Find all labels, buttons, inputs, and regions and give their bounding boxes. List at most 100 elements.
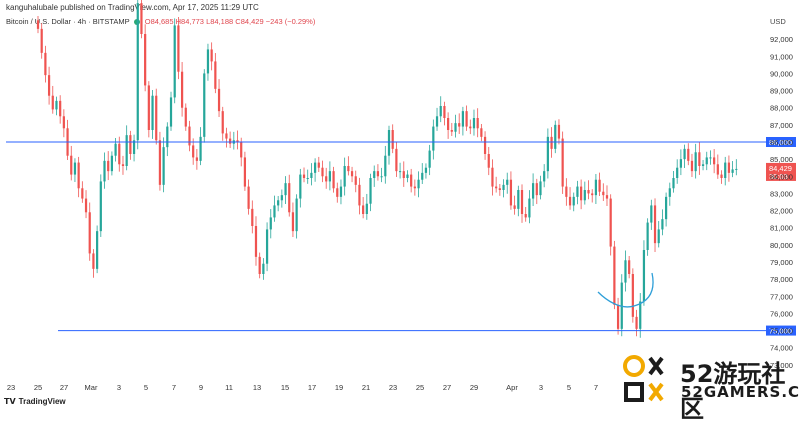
candle-body bbox=[88, 212, 91, 254]
candle-body bbox=[646, 222, 649, 250]
tradingview-logo-text: TradingView bbox=[18, 397, 66, 406]
candle-body bbox=[347, 166, 350, 172]
candle-body bbox=[716, 164, 719, 175]
candle-body bbox=[435, 116, 439, 127]
candle-body bbox=[229, 138, 232, 144]
candle-body bbox=[591, 193, 594, 196]
candle-body bbox=[110, 155, 114, 172]
candle-body bbox=[302, 174, 306, 178]
candle-body bbox=[653, 205, 657, 244]
candle-body bbox=[731, 169, 734, 173]
candle-body bbox=[417, 179, 420, 189]
x-tick-label: 5 bbox=[567, 383, 571, 392]
y-tick-label: 89,000 bbox=[770, 87, 793, 96]
candle-body bbox=[576, 186, 579, 197]
candle-body bbox=[254, 226, 258, 257]
candle-body bbox=[698, 152, 701, 166]
candle-body bbox=[192, 145, 195, 158]
candle-body bbox=[96, 231, 99, 269]
candle-body bbox=[535, 183, 538, 196]
candle-body bbox=[321, 167, 324, 177]
x-tick-label: 13 bbox=[253, 383, 261, 392]
candle-body bbox=[487, 154, 490, 168]
candle-body bbox=[280, 195, 283, 201]
open-value: O84,685 bbox=[144, 17, 174, 26]
candle-body bbox=[240, 142, 243, 158]
candle-body bbox=[557, 124, 561, 139]
candle-body bbox=[439, 106, 442, 117]
x-tick-label: Apr bbox=[506, 383, 518, 392]
candle-body bbox=[469, 126, 472, 129]
candle-body bbox=[265, 229, 269, 264]
candle-body bbox=[118, 143, 121, 165]
candle-body bbox=[73, 162, 77, 175]
candle-body bbox=[317, 162, 320, 168]
candle-body bbox=[84, 198, 88, 213]
candle-body bbox=[354, 176, 357, 185]
y-tick-label: 86,000 bbox=[770, 138, 793, 147]
candle-body bbox=[184, 107, 187, 127]
publish-info: kanguhalubale published on TradingView.c… bbox=[6, 3, 259, 12]
candle-body bbox=[616, 304, 620, 329]
candle-body bbox=[398, 171, 402, 173]
candle-body bbox=[380, 176, 383, 178]
change-value: −243 (−0.29%) bbox=[265, 17, 316, 26]
candle-body bbox=[206, 49, 210, 74]
candle-body bbox=[158, 140, 162, 185]
candle-body bbox=[291, 212, 295, 232]
candle-body bbox=[225, 133, 228, 139]
candle-body bbox=[520, 190, 524, 214]
candle-body bbox=[44, 52, 47, 76]
x-tick-label: 27 bbox=[443, 383, 451, 392]
candle-body bbox=[70, 155, 73, 175]
candle-body bbox=[384, 155, 387, 177]
candle-body bbox=[664, 196, 668, 220]
y-tick-label: 84,000 bbox=[770, 172, 793, 181]
candle-body bbox=[565, 186, 568, 197]
candle-body bbox=[513, 205, 516, 209]
y-tick-label: 77,000 bbox=[770, 292, 793, 301]
candle-body bbox=[391, 130, 394, 149]
candle-body bbox=[210, 49, 213, 62]
candle-body bbox=[343, 166, 346, 187]
candle-body bbox=[144, 34, 147, 86]
candle-body bbox=[166, 126, 169, 148]
candle-body bbox=[155, 95, 158, 141]
y-tick-label: 83,000 bbox=[770, 189, 793, 198]
candle-body bbox=[376, 171, 380, 177]
candle-body bbox=[724, 162, 727, 178]
candle-body bbox=[528, 198, 531, 218]
candle-body bbox=[550, 136, 553, 149]
candle-body bbox=[554, 124, 557, 149]
candle-body bbox=[701, 164, 705, 166]
candle-body bbox=[580, 186, 583, 201]
candle-body bbox=[727, 162, 731, 173]
candle-body bbox=[628, 260, 631, 274]
x-tick-label: 27 bbox=[60, 383, 68, 392]
candle-body bbox=[524, 214, 527, 218]
candle-body bbox=[284, 183, 287, 196]
candle-body bbox=[672, 178, 675, 189]
candle-body bbox=[683, 148, 686, 160]
candle-body bbox=[306, 178, 309, 179]
candle-body bbox=[480, 128, 483, 137]
tradingview-logo[interactable]: 𝗧𝗩 TradingView bbox=[4, 397, 66, 406]
candle-body bbox=[413, 186, 416, 189]
candle-body bbox=[406, 174, 409, 178]
candle-body bbox=[720, 174, 723, 178]
candle-body bbox=[410, 174, 413, 187]
candle-body bbox=[36, 20, 40, 29]
candle-body bbox=[132, 140, 136, 154]
watermark-cross2-icon bbox=[648, 382, 664, 402]
candle-body bbox=[491, 167, 494, 187]
candle-body bbox=[387, 130, 391, 156]
close-value: C84,429 bbox=[235, 17, 264, 26]
candle-body bbox=[203, 73, 206, 137]
candle-body bbox=[262, 263, 265, 274]
candle-body bbox=[668, 188, 671, 197]
candle-body bbox=[199, 136, 202, 161]
annotation-curve bbox=[597, 272, 654, 308]
x-tick-label: 9 bbox=[199, 383, 203, 392]
